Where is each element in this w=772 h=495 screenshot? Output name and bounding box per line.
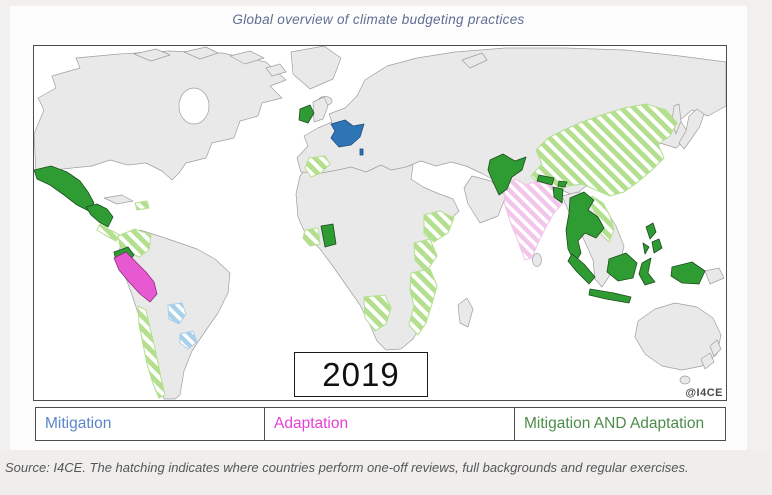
country-tanzania-mozambique: [408, 268, 438, 336]
legend-label-both: Mitigation AND Adaptation: [524, 415, 705, 432]
source-note: Source: I4CE. The hatching indicates whe…: [5, 460, 689, 475]
land-madagascar: [457, 297, 474, 328]
country-namibia: [363, 294, 392, 332]
country-ethiopia: [423, 210, 455, 243]
country-peru: [113, 251, 158, 303]
land-japan: [678, 108, 705, 150]
country-cote-divoire: [302, 227, 321, 247]
country-ireland: [298, 104, 315, 124]
country-indonesia-sumatra: [567, 253, 596, 285]
countries-adaptation-solid: [113, 251, 158, 303]
legend-item-both: Mitigation AND Adaptation: [514, 408, 725, 440]
land-great-britain: [312, 96, 329, 123]
source-bar: Source: I4CE. The hatching indicates whe…: [0, 450, 772, 495]
country-philippines: [642, 222, 663, 255]
country-china: [530, 103, 678, 197]
country-dominican-republic: [134, 200, 150, 211]
legend-label-adaptation: Adaptation: [274, 415, 349, 432]
world-map: 2019 @I4CE: [33, 45, 727, 401]
countries-mitigation-hatched: [167, 302, 198, 350]
country-thailand-laos-cambodia: [565, 191, 605, 264]
land-new-zealand: [700, 339, 722, 370]
country-paraguay: [167, 302, 187, 325]
country-costa-rica-panama: [96, 223, 121, 242]
country-indonesia-papua: [670, 261, 706, 285]
land-png-tail: [704, 267, 725, 285]
figure-card: Global overview of climate budgeting pra…: [10, 6, 747, 450]
land-north-america: [34, 50, 287, 181]
country-nepal: [536, 174, 555, 186]
country-bangladesh: [552, 186, 564, 204]
legend-label-mitigation: Mitigation: [45, 415, 112, 432]
year-label: 2019: [322, 355, 400, 393]
i4ce-watermark: @I4CE: [685, 387, 723, 399]
legend: Mitigation Adaptation Mitigation AND Ada…: [35, 407, 726, 441]
country-france: [330, 119, 365, 148]
land-sri-lanka: [532, 253, 542, 267]
land-arctic-islands: [133, 46, 287, 77]
countries-both-solid: [34, 104, 706, 304]
country-bhutan: [557, 180, 568, 188]
legend-item-mitigation: Mitigation: [36, 408, 264, 440]
country-pakistan: [487, 153, 527, 196]
countries-both-hatched: [96, 103, 678, 399]
land-novaya-zemlya: [461, 52, 488, 69]
world-map-svg: [34, 46, 726, 400]
countries-adaptation-hatched: [503, 178, 564, 261]
land-tasmania: [679, 375, 691, 385]
land-greenland: [290, 46, 342, 90]
country-kenya: [413, 238, 438, 273]
year-label-box: 2019: [294, 352, 428, 397]
hudson-bay: [178, 87, 210, 125]
country-indonesia-sulawesi: [638, 257, 656, 286]
countries-mitigation-solid: [330, 119, 365, 156]
country-france-corsica: [359, 148, 364, 156]
country-ghana: [320, 223, 337, 248]
legend-item-adaptation: Adaptation: [264, 408, 514, 440]
land-australia: [634, 302, 722, 371]
country-vietnam: [591, 195, 615, 243]
land-cuba: [103, 194, 134, 205]
country-indonesia-borneo: [606, 252, 638, 282]
figure-title: Global overview of climate budgeting pra…: [232, 12, 525, 27]
country-india: [503, 178, 564, 261]
country-chile: [137, 305, 166, 399]
country-honduras-nicaragua: [85, 203, 114, 228]
country-indonesia-java: [588, 288, 632, 304]
country-uruguay: [179, 330, 198, 350]
country-morocco: [304, 155, 331, 178]
country-colombia: [117, 228, 152, 258]
